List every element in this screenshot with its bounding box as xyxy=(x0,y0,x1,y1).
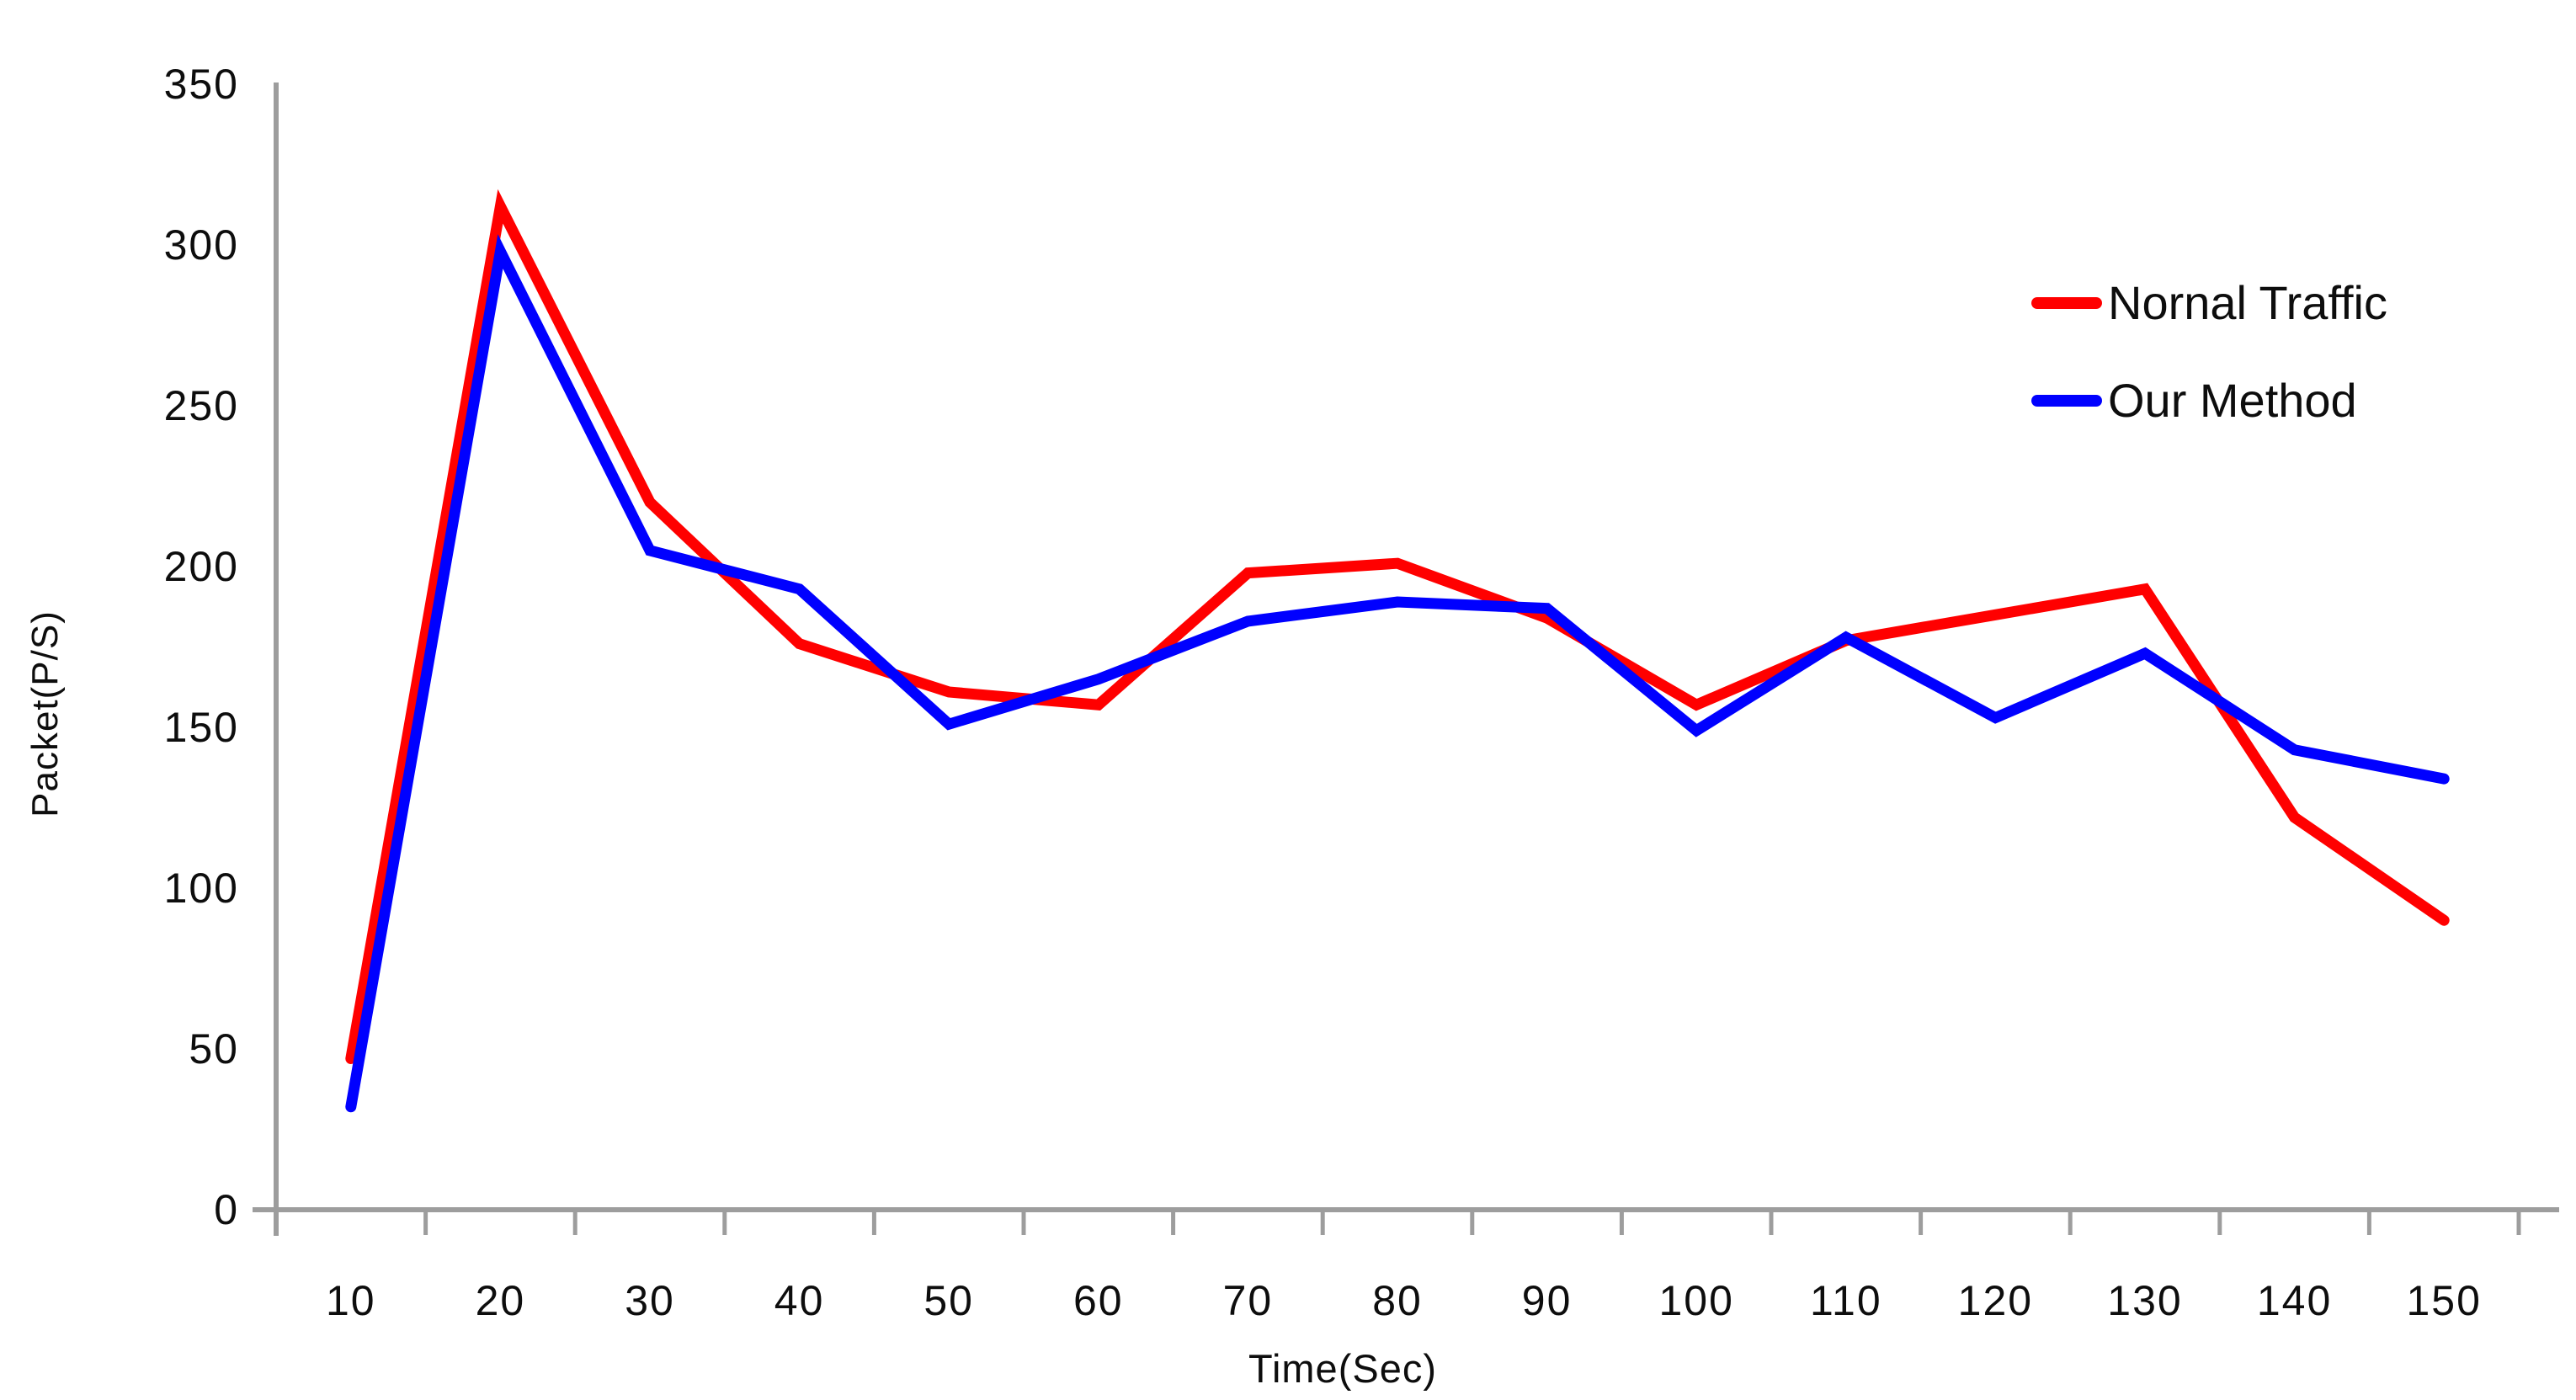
legend-label: Nornal Traffic xyxy=(2108,276,2387,329)
legend-item: Nornal Traffic xyxy=(2031,276,2387,329)
x-tick-label: 120 xyxy=(1958,1277,2033,1324)
x-tick-label: 10 xyxy=(326,1277,376,1324)
x-tick-label: 50 xyxy=(923,1277,974,1324)
y-tick-label: 200 xyxy=(164,543,239,590)
legend-label: Our Method xyxy=(2108,374,2357,427)
x-tick-label: 130 xyxy=(2107,1277,2182,1324)
y-tick-label: 150 xyxy=(164,704,239,751)
x-tick-label: 100 xyxy=(1658,1277,1733,1324)
y-tick-label: 300 xyxy=(164,221,239,269)
y-tick-label: 350 xyxy=(164,61,239,108)
x-tick-label: 40 xyxy=(774,1277,825,1324)
x-tick-label: 140 xyxy=(2257,1277,2332,1324)
x-tick-label: 60 xyxy=(1073,1277,1124,1324)
x-tick-label: 110 xyxy=(1810,1277,1882,1324)
x-tick-label: 20 xyxy=(476,1277,526,1324)
x-tick-label: 30 xyxy=(625,1277,675,1324)
y-axis-title: Packet(P/S) xyxy=(24,610,66,817)
y-tick-label: 0 xyxy=(214,1186,239,1233)
series-lines xyxy=(345,189,2450,1113)
legend-item: Our Method xyxy=(2031,374,2357,427)
series-line-nornal-traffic xyxy=(345,189,2450,1064)
x-tick-label: 70 xyxy=(1223,1277,1274,1324)
x-tick-labels: 10 20 30 40 50 60 70 80 90 100 110 120 130 140 150 xyxy=(326,1277,2481,1324)
y-tick-label: 100 xyxy=(164,865,239,912)
x-tick-label: 150 xyxy=(2406,1277,2481,1324)
series-line-our-method xyxy=(345,234,2450,1113)
y-tick-label: 50 xyxy=(189,1025,239,1073)
y-tick-labels: 0 50 100 150 200 250 300 350 xyxy=(164,61,239,1233)
x-tick-label: 90 xyxy=(1522,1277,1573,1324)
x-tick-label: 80 xyxy=(1372,1277,1423,1324)
legend: Nornal Traffic Our Method xyxy=(2031,276,2387,427)
axes xyxy=(253,83,2559,1236)
x-axis-title: Time(Sec) xyxy=(1248,1346,1437,1391)
y-tick-label: 250 xyxy=(164,382,239,429)
